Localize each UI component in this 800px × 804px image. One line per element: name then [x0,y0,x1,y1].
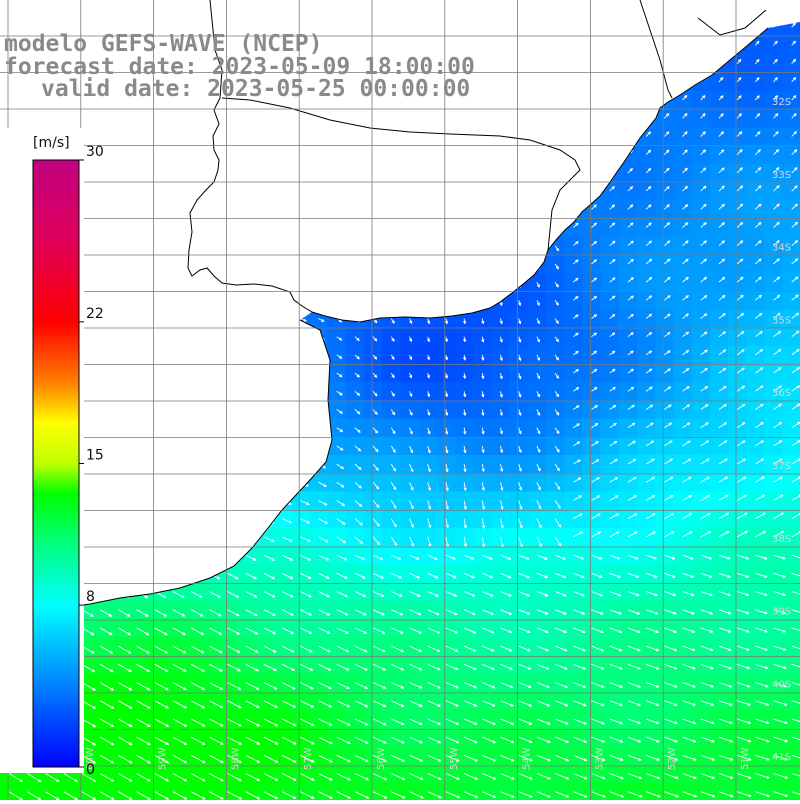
colorbar-tick-label: 15 [86,448,104,464]
field-cell [764,127,783,146]
field-cell [783,218,800,237]
field-cell [710,783,729,800]
lat-label: 38S [772,534,791,545]
field-cell [783,146,800,165]
field-cell [710,146,729,165]
field-cell [783,36,800,55]
field-cell [783,346,800,365]
field-cell [692,783,711,800]
field-cell [783,619,800,638]
colorbar-unit: [m/s] [33,135,70,151]
field-cell [728,91,747,110]
field-cell [746,127,765,146]
lat-label: 41S [772,752,791,763]
field-cell [783,546,800,565]
field-cell [783,200,800,219]
field-cell [710,127,729,146]
field-cell [728,73,747,92]
field-cell [783,564,800,583]
field-cell [783,273,800,292]
field-cell [728,127,747,146]
field-cell [783,764,800,783]
field-cell [673,127,692,146]
field-cell [783,73,800,92]
lat-label: 33S [772,170,791,181]
field-cell [746,783,765,800]
field-cell [692,127,711,146]
field-cell [783,328,800,347]
field-cell [783,400,800,419]
field-cell [764,55,783,74]
field-cell [764,73,783,92]
field-cell [655,146,674,165]
field-cell [692,146,711,165]
lat-label: 34S [772,243,791,254]
field-cell [783,637,800,656]
field-cell [783,364,800,383]
field-cell [783,783,800,800]
field-cell [673,109,692,128]
lon-label: 57W [303,747,314,770]
field-cell [237,783,256,800]
field-cell [783,182,800,201]
field-cell [710,91,729,110]
field-cell [783,582,800,601]
field-cell [783,109,800,128]
field-cell [764,783,783,800]
lat-label: 36S [772,388,791,399]
lon-label: 52W [667,747,678,770]
colorbar-ramp [33,160,79,767]
field-cell [710,109,729,128]
field-cell [783,510,800,529]
field-cell [764,109,783,128]
field-cell [218,783,237,800]
field-cell [783,728,800,747]
lat-label: 32S [772,97,791,108]
lat-label: 37S [772,461,791,472]
field-cell [783,692,800,711]
colorbar-tick-label: 22 [86,306,104,322]
field-cell [692,91,711,110]
field-cell [783,473,800,492]
field-cell [728,783,747,800]
field-cell [655,127,674,146]
colorbar-tick-label: 30 [86,144,104,160]
lon-label: 55W [449,747,460,770]
field-cell [692,109,711,128]
lon-label: 59W [158,747,169,770]
field-cell [783,55,800,74]
lat-label: 40S [772,679,791,690]
field-cell [783,127,800,146]
field-cell [746,55,765,74]
field-cell [783,255,800,274]
field-cell [746,73,765,92]
colorbar-tick-label: 0 [86,762,95,778]
lon-label: 58W [230,747,241,770]
field-cell [746,91,765,110]
field-cell [746,109,765,128]
field-cell [783,291,800,310]
lon-label: 56W [376,747,387,770]
field-cell [18,783,37,800]
lon-label: 54W [522,747,533,770]
lon-label: 53W [594,747,605,770]
field-cell [783,419,800,438]
field-cell [783,437,800,456]
lat-label: 39S [772,607,791,618]
field-cell [783,710,800,729]
field-cell [783,491,800,510]
field-cell [783,655,800,674]
lon-label: 51W [740,747,751,770]
field-cell [764,36,783,55]
field-cell [0,783,19,800]
field-cell [728,109,747,128]
field-cell [200,783,219,800]
lat-label: 35S [772,315,791,326]
field-cell [710,73,729,92]
colorbar-tick-label: 8 [86,589,95,605]
title-line-3: valid date: 2023-05-25 00:00:00 [41,76,470,102]
